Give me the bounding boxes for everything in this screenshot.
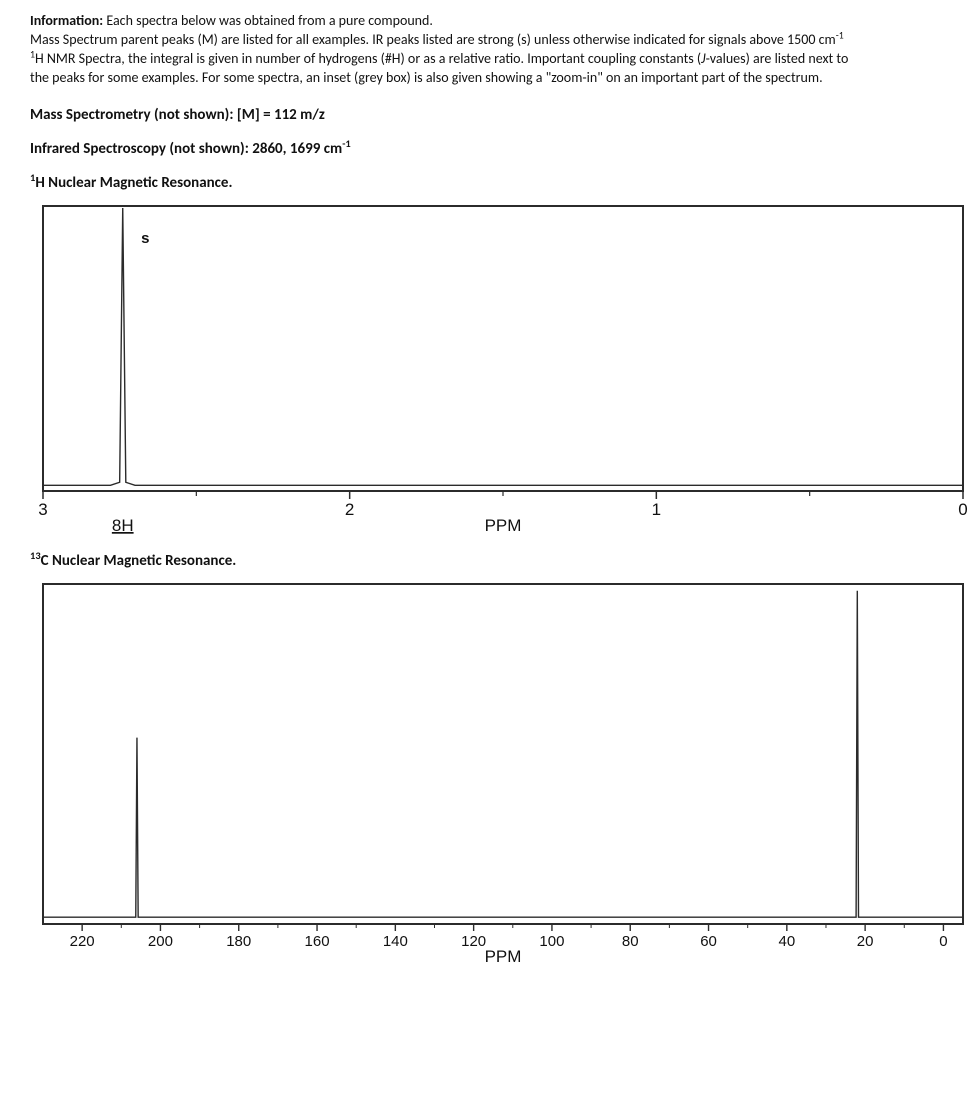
svg-text:PPM: PPM bbox=[485, 516, 522, 535]
information-line4: the peaks for some examples. For some sp… bbox=[30, 69, 823, 86]
svg-text:20: 20 bbox=[857, 933, 874, 950]
svg-text:8H: 8H bbox=[112, 516, 134, 535]
c13nmr-spectrum: 220200180160140120100806040200PPM bbox=[30, 576, 962, 971]
h1nmr-text: H Nuclear Magnetic Resonance. bbox=[35, 174, 232, 192]
svg-text:120: 120 bbox=[461, 933, 486, 950]
h1nmr-chart-svg: 3 2 1 0 s 8H PPM bbox=[30, 198, 970, 538]
ir-heading: Infrared Spectroscopy (not shown): 2860,… bbox=[30, 140, 962, 158]
svg-text:0: 0 bbox=[958, 500, 967, 519]
information-line3a: H NMR Spectra, the integral is given in … bbox=[35, 50, 701, 67]
svg-text:60: 60 bbox=[700, 933, 717, 950]
information-line2a: Mass Spectrum parent peaks (M) are liste… bbox=[30, 31, 836, 48]
svg-text:1: 1 bbox=[652, 500, 661, 519]
h1nmr-heading: 1H Nuclear Magnetic Resonance. bbox=[30, 174, 962, 192]
svg-text:160: 160 bbox=[305, 933, 330, 950]
svg-text:180: 180 bbox=[226, 933, 251, 950]
svg-text:2: 2 bbox=[345, 500, 354, 519]
svg-text:3: 3 bbox=[38, 500, 47, 519]
mass-spec-heading: Mass Spectrometry (not shown): [M] = 112… bbox=[30, 106, 962, 124]
svg-text:0: 0 bbox=[939, 933, 947, 950]
svg-text:200: 200 bbox=[148, 933, 173, 950]
c13nmr-chart-svg: 220200180160140120100806040200PPM bbox=[30, 576, 970, 971]
svg-text:PPM: PPM bbox=[485, 947, 522, 966]
svg-text:40: 40 bbox=[778, 933, 795, 950]
information-line1: Each spectra below was obtained from a p… bbox=[106, 12, 433, 29]
information-line3b: -values) are listed next to bbox=[706, 50, 849, 67]
page: Information: Each spectra below was obta… bbox=[0, 0, 980, 989]
svg-text:220: 220 bbox=[70, 933, 95, 950]
information-block: Information: Each spectra below was obta… bbox=[30, 12, 962, 88]
svg-text:100: 100 bbox=[539, 933, 564, 950]
svg-text:s: s bbox=[141, 230, 149, 247]
information-line2-sup: -1 bbox=[836, 29, 844, 41]
ir-sup: -1 bbox=[342, 137, 351, 150]
c13nmr-text: C Nuclear Magnetic Resonance. bbox=[41, 552, 237, 570]
ir-text: Infrared Spectroscopy (not shown): 2860,… bbox=[30, 140, 342, 158]
information-label: Information: bbox=[30, 12, 103, 29]
mass-spec-text: Mass Spectrometry (not shown): [M] = 112… bbox=[30, 106, 325, 124]
svg-text:140: 140 bbox=[383, 933, 408, 950]
h1nmr-spectrum: 3210s8HPPM bbox=[30, 198, 962, 538]
svg-text:80: 80 bbox=[622, 933, 639, 950]
c13nmr-heading: 13C Nuclear Magnetic Resonance. bbox=[30, 552, 962, 570]
c13nmr-sup: 13 bbox=[30, 549, 41, 562]
